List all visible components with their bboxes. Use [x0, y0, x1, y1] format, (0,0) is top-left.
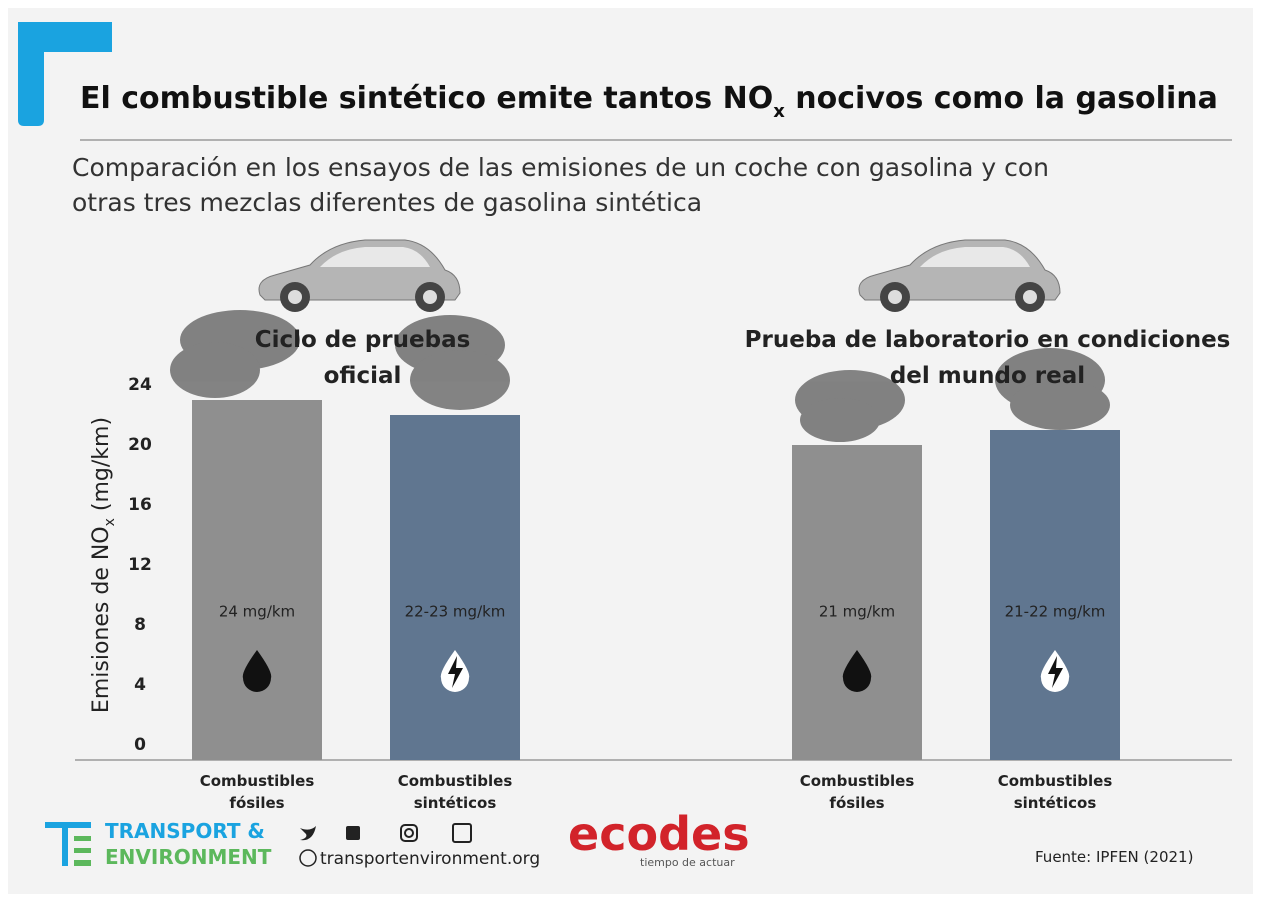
subtitle: otras tres mezclas diferentes de gasolin… — [72, 188, 702, 217]
bar — [990, 430, 1120, 760]
series-label: Combustibles fósiles — [799, 772, 915, 812]
y-tick-label: 24 — [128, 375, 152, 395]
te-logo — [45, 822, 91, 866]
group-label: Ciclo de pruebas oficial — [254, 327, 471, 389]
y-tick-label: 12 — [128, 555, 152, 575]
title-part: nocivos como la gasolina — [785, 81, 1218, 116]
bar — [390, 415, 520, 760]
value-label: 21-22 mg/km — [1005, 603, 1106, 621]
series-label: Combustibles sintéticos — [397, 772, 513, 812]
y-axis-label: Emisiones de NOx (mg/km) — [89, 417, 118, 713]
y-tick-label: 0 — [134, 735, 146, 755]
corner-mark — [18, 22, 112, 126]
y-label-sub: x — [102, 518, 118, 526]
bar — [792, 445, 922, 760]
value-label: 24 mg/km — [219, 603, 295, 621]
series-label: Combustibles fósiles — [199, 772, 315, 812]
partner-logo: ecodes — [568, 807, 750, 861]
fuel-drop-icon — [242, 650, 272, 692]
series-label: Combustibles sintéticos — [997, 772, 1113, 812]
social-icons — [299, 823, 472, 867]
y-tick-label: 8 — [134, 615, 146, 635]
partner-tagline: tiempo de actuar — [640, 856, 735, 869]
subtitle: Comparación en los ensayos de las emisio… — [72, 153, 1049, 182]
value-label: 21 mg/km — [819, 603, 895, 621]
logo-text: TRANSPORT & — [105, 819, 265, 843]
bolt-icon — [1048, 656, 1063, 688]
website: transportenvironment.org — [320, 849, 540, 869]
source: Fuente: IPFEN (2021) — [1035, 848, 1193, 866]
y-tick-label: 4 — [134, 675, 146, 695]
bolt-icon — [448, 656, 463, 688]
title-part: El combustible sintético emite tantos NO — [80, 81, 773, 116]
logo-text: ENVIRONMENT — [105, 845, 272, 869]
chart-title: El combustible sintético emite tantos NO… — [80, 81, 1218, 122]
title-sub: x — [773, 101, 785, 122]
fuel-drop-icon — [842, 650, 872, 692]
y-tick-label: 20 — [128, 435, 152, 455]
y-label-part: Emisiones de NO — [89, 526, 114, 713]
bar — [192, 400, 322, 760]
y-tick-label: 16 — [128, 495, 152, 515]
value-label: 22-23 mg/km — [405, 603, 506, 621]
smoke — [170, 310, 1110, 442]
y-label-part: (mg/km) — [89, 417, 114, 518]
car-icon — [858, 239, 1061, 312]
car-icon — [258, 239, 461, 312]
group-label: Prueba de laboratorio en condiciones del… — [744, 327, 1231, 389]
